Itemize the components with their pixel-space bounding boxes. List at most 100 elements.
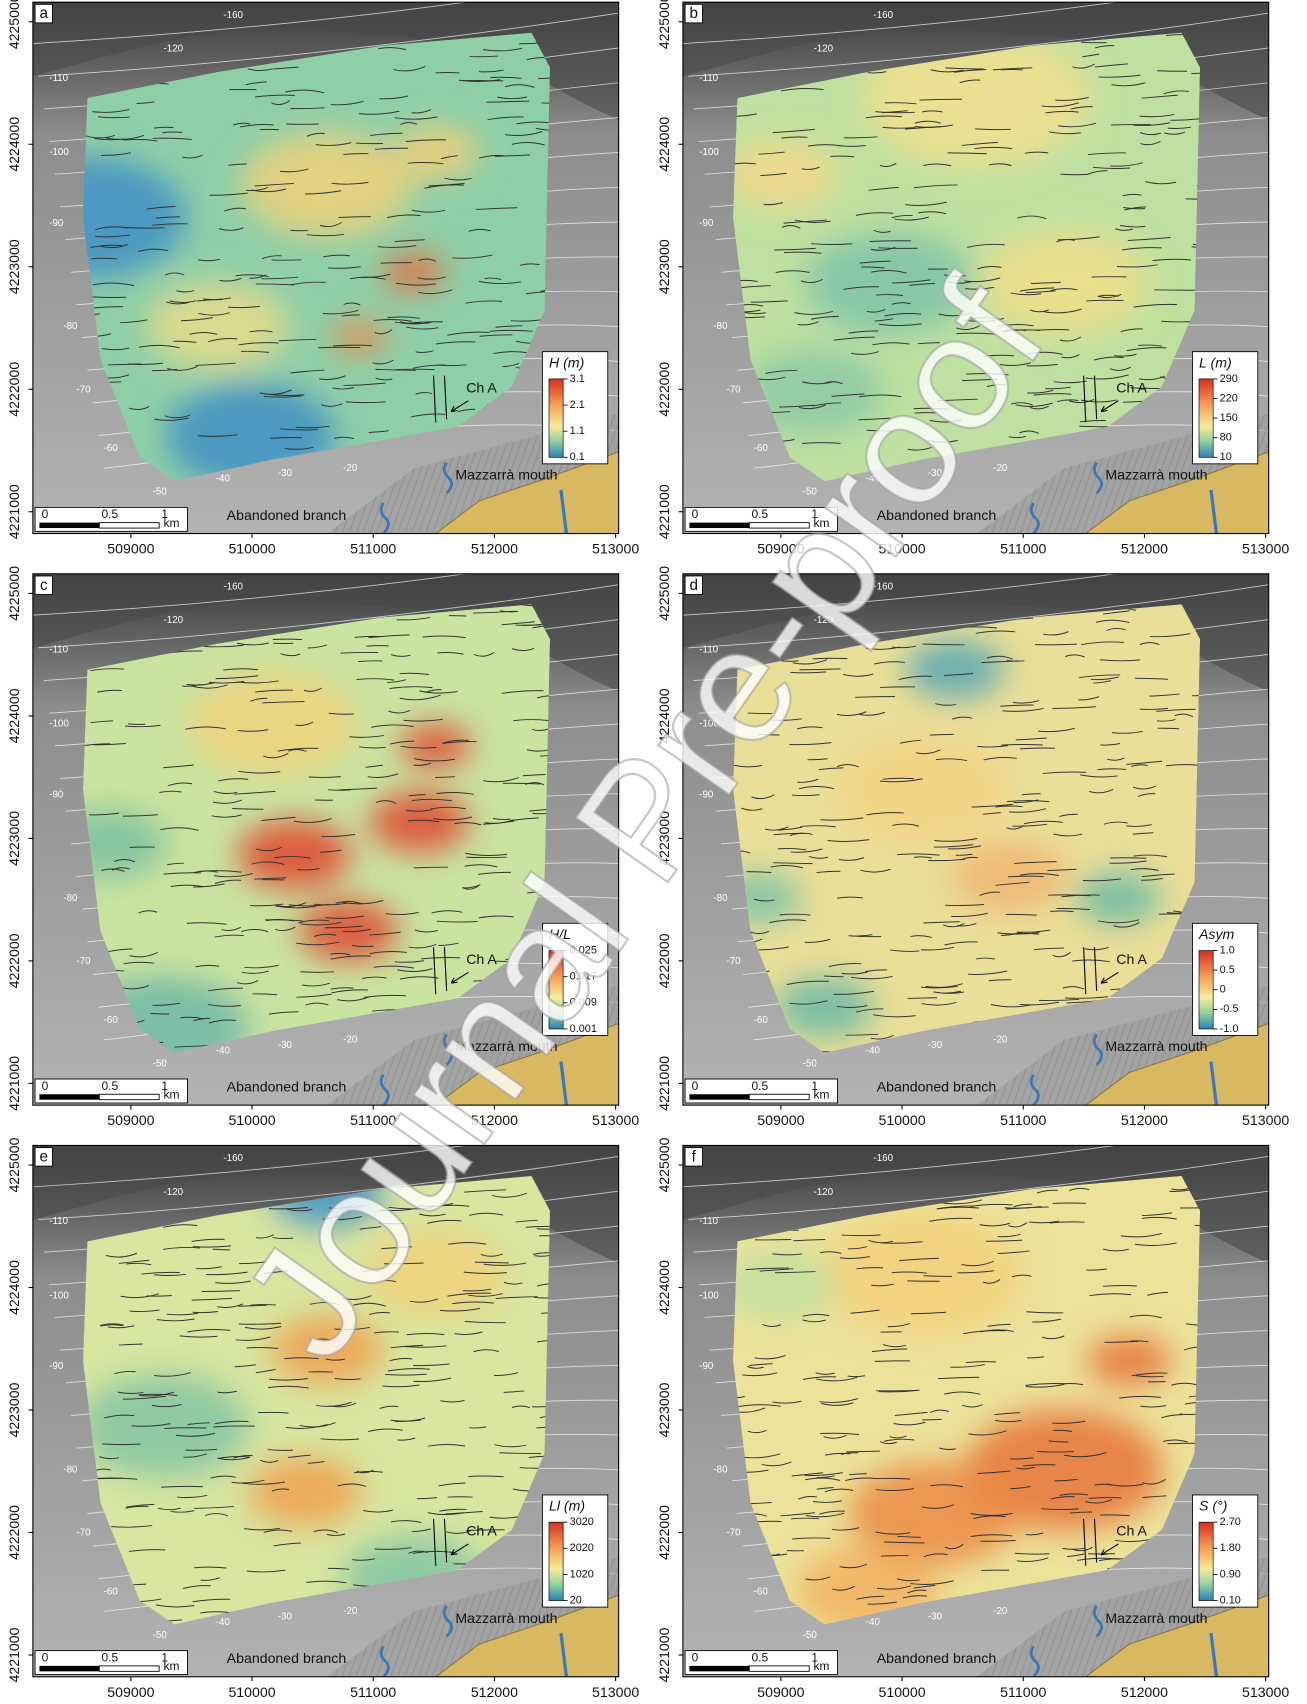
crest-line (944, 1543, 964, 1550)
legend-title: H/L (549, 926, 571, 942)
crest-line (268, 1011, 299, 1015)
crest-line (227, 305, 260, 309)
crest-line (212, 1248, 231, 1251)
x-tick-label: 512000 (471, 1684, 518, 1700)
surface-patch (823, 1212, 1022, 1335)
crest-line (159, 790, 182, 794)
crest-line (866, 429, 893, 432)
crest-line (307, 644, 328, 649)
crest-line (1050, 910, 1074, 913)
crest-line (1008, 435, 1026, 439)
crest-line (468, 1293, 503, 1297)
crest-line (1157, 727, 1180, 730)
river-mark (443, 1033, 453, 1066)
crest-line (300, 971, 335, 973)
map-panel: -160 -120 -110 -100 -90 -80 -70 -60 -50 -40 -30 -20… (656, 0, 1289, 557)
y-tick-label: 4223000 (6, 811, 22, 866)
crest-line (1139, 707, 1169, 710)
crest-line (306, 233, 345, 237)
crest-line (353, 1302, 386, 1307)
crest-line (789, 742, 832, 746)
crest-line (808, 855, 829, 859)
crest-line (185, 1448, 217, 1451)
crest-line (374, 147, 409, 150)
surface-patch (241, 132, 412, 238)
crest-line (307, 1460, 325, 1464)
crest-line (445, 1511, 483, 1515)
crest-line (754, 1355, 786, 1360)
crest-line (106, 948, 133, 953)
crest-line (427, 1444, 466, 1447)
crest-line (818, 1510, 845, 1515)
crest-line (379, 1405, 399, 1409)
crest-line (155, 1604, 195, 1608)
crest-line (1026, 351, 1063, 355)
crest-line (1185, 198, 1201, 201)
contour-label: -50 (153, 487, 168, 498)
crest-line (306, 1580, 347, 1584)
crest-line (454, 1331, 483, 1335)
crest-line (388, 709, 411, 714)
crest-line (947, 281, 972, 284)
crest-line (1002, 707, 1044, 712)
crest-line (894, 216, 929, 221)
crest-line (1086, 1268, 1108, 1271)
panel-letter: c (40, 577, 48, 594)
contour-label: -120 (814, 1187, 834, 1198)
land (435, 1023, 619, 1106)
crest-line (536, 1227, 551, 1230)
surface-patch (270, 1315, 384, 1385)
crest-line (472, 610, 516, 614)
map-frame (682, 1, 1270, 535)
crest-line (850, 975, 893, 980)
y-tick-label: 4222000 (6, 362, 22, 417)
scale-bar (748, 1093, 810, 1101)
crest-line (201, 1290, 240, 1292)
crest-line (487, 116, 524, 121)
legend-tick-label: 3.1 (570, 373, 585, 385)
crest-line (983, 354, 1015, 357)
crest-line (1084, 946, 1109, 951)
channel (1083, 1518, 1098, 1566)
crest-line (1142, 1479, 1166, 1485)
crest-line (974, 146, 1013, 150)
contour-label: -80 (63, 1464, 78, 1475)
crest-line (525, 1225, 551, 1228)
crest-line (805, 1512, 845, 1518)
crest-line (1052, 951, 1071, 958)
legend-colorbar (1198, 1521, 1214, 1601)
scale-bar (39, 1094, 100, 1100)
crest-line (914, 120, 941, 124)
crest-line (413, 866, 448, 869)
crest-line (286, 1208, 313, 1212)
crest-line (382, 1384, 420, 1388)
contour-label: -160 (223, 581, 243, 592)
crest-line (400, 320, 421, 325)
crest-line (1167, 126, 1192, 129)
crest-line (366, 645, 389, 647)
legend-tick-label: 2.70 (1220, 1516, 1241, 1528)
crest-line (858, 417, 891, 421)
crest-line (802, 442, 841, 445)
contour-label: -120 (164, 1187, 184, 1198)
legend-tick-label: 2.1 (570, 399, 585, 411)
crest-line (1034, 643, 1077, 646)
crest-line (1132, 785, 1156, 790)
crest-line (867, 71, 887, 74)
crest-line (737, 1404, 781, 1408)
crest-line (1141, 1212, 1173, 1217)
crest-line (927, 440, 958, 443)
crest-line (320, 1438, 360, 1441)
map-panel: -160 -120 -110 -100 -90 -80 -70 -60 -50 -40 -30 -20… (6, 1137, 639, 1700)
crest-line (187, 1422, 210, 1425)
crest-line (244, 1326, 282, 1330)
arrow (1100, 400, 1119, 413)
crest-line (250, 903, 284, 907)
crest-line (843, 136, 878, 139)
contour (682, 2, 1119, 44)
crest-line (868, 186, 899, 191)
crest-line (396, 616, 431, 621)
crest-line (217, 1390, 238, 1394)
crest-line (751, 794, 775, 800)
crest-line (1140, 1405, 1167, 1408)
